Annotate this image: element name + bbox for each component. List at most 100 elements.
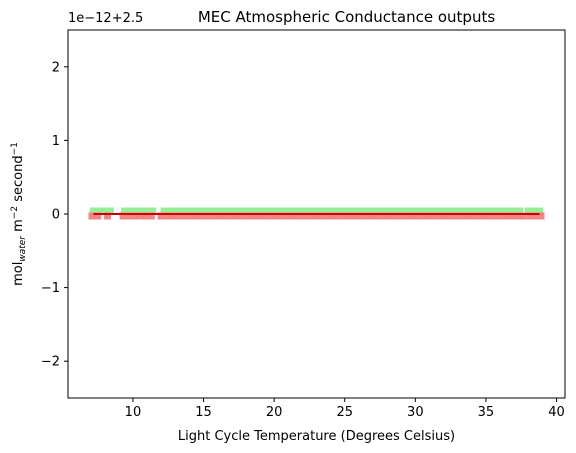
red-point	[88, 212, 96, 220]
green-point	[211, 207, 219, 215]
red-point	[181, 212, 189, 220]
red-point	[283, 212, 291, 220]
y-axis-title-middle: m	[11, 219, 26, 236]
red-scatter-series	[88, 212, 545, 220]
green-point	[324, 207, 332, 215]
green-point	[205, 207, 213, 215]
green-point	[216, 207, 224, 215]
red-point	[418, 212, 426, 220]
green-point	[459, 207, 467, 215]
x-tick-label: 30	[407, 405, 424, 420]
red-point	[260, 212, 268, 220]
red-point	[142, 212, 150, 220]
green-point	[233, 207, 241, 215]
red-point	[119, 212, 127, 220]
green-point	[403, 207, 411, 215]
y-axis-title-tail: second	[11, 155, 26, 206]
red-point	[509, 212, 517, 220]
red-point	[469, 212, 477, 220]
red-point	[168, 212, 176, 220]
red-point	[157, 212, 165, 220]
green-point	[200, 207, 208, 215]
green-point	[132, 207, 140, 215]
red-point	[424, 212, 432, 220]
green-point	[442, 207, 450, 215]
red-point	[322, 212, 330, 220]
green-point	[448, 207, 456, 215]
green-point	[352, 207, 360, 215]
green-point	[499, 207, 507, 215]
red-point	[311, 212, 319, 220]
green-point	[346, 207, 354, 215]
green-point	[369, 207, 377, 215]
x-tick-label: 40	[548, 405, 565, 420]
green-point	[149, 207, 157, 215]
red-point	[407, 212, 415, 220]
red-point	[486, 212, 494, 220]
red-point	[288, 212, 296, 220]
red-point	[401, 212, 409, 220]
red-point	[334, 212, 342, 220]
green-point	[335, 207, 343, 215]
green-point	[536, 207, 544, 215]
red-point	[94, 212, 102, 220]
red-point	[215, 212, 223, 220]
red-point	[385, 212, 393, 220]
green-point	[143, 207, 151, 215]
green-point	[397, 207, 405, 215]
red-point	[192, 212, 200, 220]
red-point	[272, 212, 280, 220]
red-point	[204, 212, 212, 220]
red-point	[305, 212, 313, 220]
red-point	[373, 212, 381, 220]
green-point	[524, 207, 532, 215]
y-axis-ticks: 2 1 0 −1 −2	[41, 60, 68, 370]
red-point	[187, 212, 195, 220]
green-point	[250, 207, 258, 215]
red-point	[475, 212, 483, 220]
red-point	[277, 212, 285, 220]
green-point	[126, 207, 134, 215]
red-point	[125, 212, 133, 220]
x-tick-label: 15	[195, 405, 212, 420]
green-point	[516, 207, 524, 215]
green-point	[296, 207, 304, 215]
y-tick-label: 2	[52, 60, 60, 75]
green-point	[409, 207, 417, 215]
green-point	[89, 207, 97, 215]
red-point	[221, 212, 229, 220]
green-point	[245, 207, 253, 215]
red-point	[136, 212, 144, 220]
green-point	[106, 207, 114, 215]
green-scatter-series	[89, 207, 544, 215]
green-point	[137, 207, 145, 215]
green-point	[256, 207, 264, 215]
green-point	[329, 207, 337, 215]
green-point	[471, 207, 479, 215]
green-point	[222, 207, 230, 215]
red-point	[238, 212, 246, 220]
green-point	[530, 207, 538, 215]
green-point	[386, 207, 394, 215]
red-point	[255, 212, 263, 220]
x-tick-label: 25	[336, 405, 353, 420]
green-point	[290, 207, 298, 215]
red-point	[226, 212, 234, 220]
green-point	[505, 207, 513, 215]
red-point	[356, 212, 364, 220]
green-point	[431, 207, 439, 215]
y-axis-title-sup1: −2	[10, 206, 20, 219]
red-point	[413, 212, 421, 220]
green-point	[262, 207, 270, 215]
y-axis-offset-label: 1e−12+2.5	[68, 11, 143, 26]
x-axis-ticks: 10 15 20 25 30 35 40	[125, 398, 565, 420]
red-point	[266, 212, 274, 220]
green-point	[177, 207, 185, 215]
red-point	[396, 212, 404, 220]
red-point	[209, 212, 217, 220]
green-point	[493, 207, 501, 215]
chart-title: MEC Atmospheric Conductance outputs	[198, 8, 495, 26]
red-point	[104, 212, 112, 220]
red-point	[458, 212, 466, 220]
green-point	[454, 207, 462, 215]
